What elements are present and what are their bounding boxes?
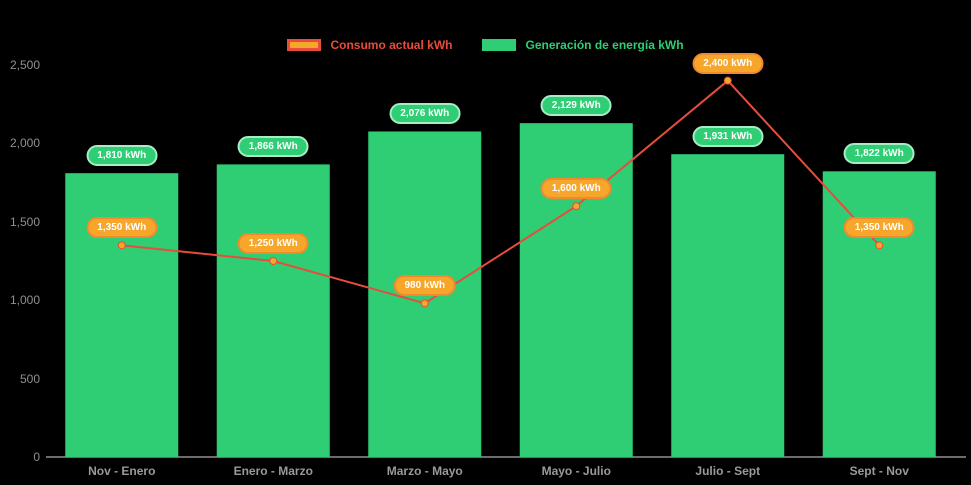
generation-bar bbox=[822, 171, 936, 457]
y-axis-tick-label: 2,500 bbox=[9, 58, 40, 72]
line-value-badge: 1,350 kWh bbox=[86, 217, 158, 239]
consumption-point bbox=[117, 241, 126, 250]
y-axis-tick-label: 500 bbox=[19, 371, 40, 386]
y-axis-tick-label: 2,000 bbox=[9, 136, 40, 151]
consumption-point bbox=[572, 202, 581, 211]
bar-value-badge: 1,866 kWh bbox=[237, 136, 309, 158]
consumption-point bbox=[875, 241, 884, 250]
consumption-line bbox=[121, 79, 880, 305]
line-value-badge: 1,350 kWh bbox=[843, 217, 915, 239]
legend-item-generacion[interactable]: Generación de energía kWh bbox=[482, 38, 684, 52]
bar-value-badge: 1,810 kWh bbox=[86, 145, 158, 167]
legend-label-consumo: Consumo actual kWh bbox=[330, 38, 453, 52]
x-axis-label: Marzo - Mayo bbox=[386, 464, 463, 478]
x-axis-label: Mayo - Julio bbox=[541, 464, 611, 478]
x-axis-label: Sept - Nov bbox=[849, 464, 909, 478]
x-axis-label: Enero - Marzo bbox=[233, 464, 313, 478]
y-axis-tick-label: 1,500 bbox=[9, 214, 40, 229]
bar-value-badge: 2,076 kWh bbox=[389, 103, 461, 125]
legend-item-consumo-actual[interactable]: Consumo actual kWh bbox=[287, 38, 452, 52]
generation-bar bbox=[216, 164, 330, 457]
legend-swatch-generacion-icon bbox=[482, 39, 517, 51]
x-axis-label: Nov - Enero bbox=[88, 464, 156, 478]
line-value-badge: 1,250 kWh bbox=[237, 233, 309, 254]
generation-bar bbox=[671, 154, 785, 458]
consumption-point bbox=[420, 299, 429, 308]
y-axis-tick-label: 0 bbox=[33, 450, 40, 464]
line-value-badge: 2,400 kWh bbox=[692, 52, 764, 74]
y-axis-tick-label: 1,000 bbox=[9, 293, 40, 308]
bar-value-badge: 2,129 kWh bbox=[540, 95, 612, 117]
consumption-point bbox=[269, 257, 278, 265]
legend-swatch-consumo-icon bbox=[287, 39, 322, 51]
line-value-badge: 980 kWh bbox=[393, 275, 457, 297]
bar-value-badge: 1,822 kWh bbox=[843, 143, 915, 165]
line-value-badge: 1,600 kWh bbox=[540, 178, 612, 200]
generation-bar bbox=[65, 173, 179, 457]
consumption-point bbox=[723, 76, 732, 85]
bar-value-badge: 1,931 kWh bbox=[692, 126, 764, 148]
x-axis-label: Julio - Sept bbox=[695, 464, 761, 478]
legend-label-generacion: Generación de energía kWh bbox=[525, 38, 684, 52]
legend: Consumo actual kWh Generación de energía… bbox=[0, 38, 971, 52]
